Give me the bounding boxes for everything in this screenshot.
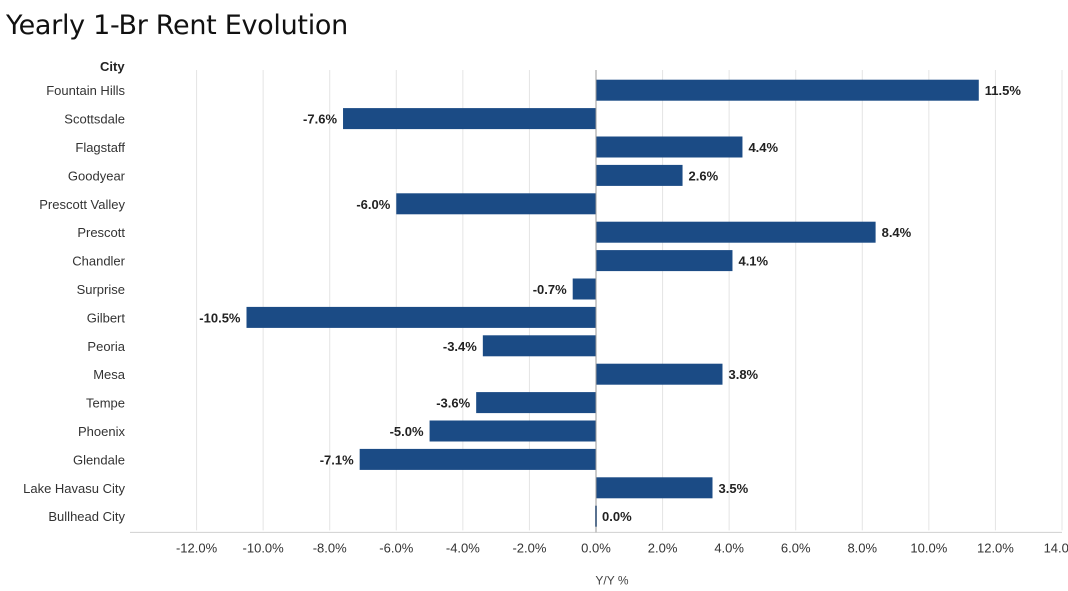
category-label: Bullhead City [48, 509, 125, 524]
value-label: 8.4% [882, 225, 912, 240]
bar [596, 164, 683, 186]
x-tick-label: -12.0% [176, 540, 218, 555]
bar [596, 363, 723, 385]
category-label: Flagstaff [75, 140, 125, 155]
value-label: -6.0% [356, 197, 390, 212]
value-label: -3.6% [436, 396, 470, 411]
bar [596, 221, 876, 243]
category-label: Prescott Valley [39, 197, 125, 212]
category-label: Phoenix [78, 424, 125, 439]
value-label: -0.7% [533, 282, 567, 297]
value-label: -10.5% [199, 310, 241, 325]
x-tick-label: 12.0% [977, 540, 1014, 555]
bar [596, 79, 979, 101]
value-label: 0.0% [602, 509, 632, 524]
x-tick-label: -4.0% [446, 540, 480, 555]
category-label: Mesa [93, 367, 126, 382]
category-label: Chandler [72, 254, 125, 269]
x-axis-title: Y/Y % [595, 573, 628, 587]
category-label: Peoria [87, 339, 125, 354]
x-tick-label: 0.0% [581, 540, 611, 555]
category-label: Scottsdale [64, 112, 125, 127]
x-tick-label: 2.0% [648, 540, 678, 555]
bar [343, 108, 596, 130]
x-tick-label: 6.0% [781, 540, 811, 555]
bar [359, 448, 596, 470]
x-tick-label: 14.0% [1044, 540, 1068, 555]
category-label: Prescott [77, 225, 125, 240]
bar [476, 392, 596, 414]
x-tick-label: 10.0% [910, 540, 947, 555]
category-label: Glendale [73, 452, 125, 467]
category-label: Fountain Hills [46, 83, 125, 98]
x-tick-label: -10.0% [243, 540, 285, 555]
value-label: -3.4% [443, 339, 477, 354]
value-label: -5.0% [390, 424, 424, 439]
category-header: City [100, 59, 125, 74]
value-label: 3.8% [728, 367, 758, 382]
bar [572, 278, 596, 300]
x-tick-label: 8.0% [847, 540, 877, 555]
value-label: 4.1% [738, 254, 768, 269]
value-label: 4.4% [748, 140, 778, 155]
value-label: 11.5% [985, 83, 1022, 98]
category-label: Gilbert [87, 310, 126, 325]
value-label: 2.6% [689, 168, 719, 183]
bar [482, 335, 596, 357]
bar [596, 136, 743, 158]
bar [596, 250, 733, 272]
category-label: Surprise [77, 282, 125, 297]
category-label: Lake Havasu City [23, 481, 125, 496]
x-tick-label: -8.0% [313, 540, 347, 555]
category-label: Tempe [86, 396, 125, 411]
x-tick-label: 4.0% [714, 540, 744, 555]
bar [429, 420, 596, 442]
chart-title: Yearly 1-Br Rent Evolution [6, 10, 348, 41]
value-label: 3.5% [719, 481, 749, 496]
value-label: -7.6% [303, 112, 337, 127]
bar [246, 306, 596, 328]
x-tick-label: -2.0% [512, 540, 546, 555]
category-label: Goodyear [68, 168, 126, 183]
bar [396, 193, 596, 215]
value-label: -7.1% [320, 452, 354, 467]
bar [596, 477, 713, 499]
x-tick-label: -6.0% [379, 540, 413, 555]
